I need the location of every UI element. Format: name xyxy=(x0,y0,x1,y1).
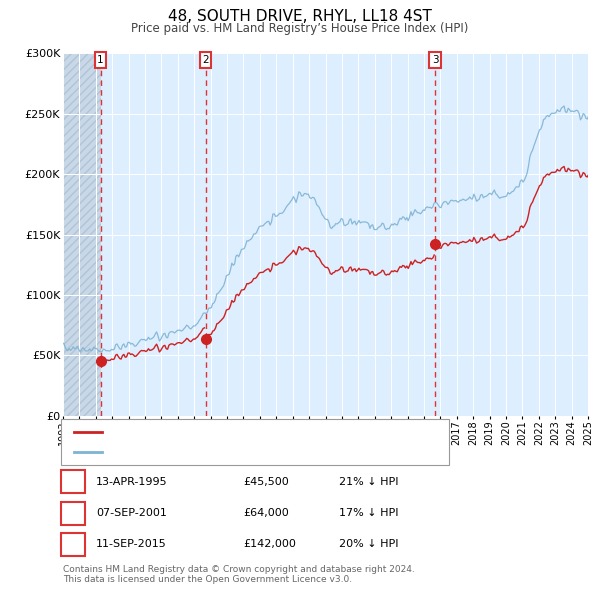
Bar xyxy=(63,53,101,416)
Text: HPI: Average price, detached house, Denbighshire: HPI: Average price, detached house, Denb… xyxy=(106,447,381,457)
Text: 48, SOUTH DRIVE, RHYL, LL18 4ST: 48, SOUTH DRIVE, RHYL, LL18 4ST xyxy=(168,9,432,24)
Text: 48, SOUTH DRIVE, RHYL, LL18 4ST (detached house): 48, SOUTH DRIVE, RHYL, LL18 4ST (detache… xyxy=(106,427,394,437)
Text: 2: 2 xyxy=(202,55,209,65)
Text: £142,000: £142,000 xyxy=(243,539,296,549)
Text: Contains HM Land Registry data © Crown copyright and database right 2024.
This d: Contains HM Land Registry data © Crown c… xyxy=(63,565,415,584)
Text: 2: 2 xyxy=(70,508,76,518)
Text: 1: 1 xyxy=(70,477,76,487)
Text: 21% ↓ HPI: 21% ↓ HPI xyxy=(339,477,398,487)
Text: 3: 3 xyxy=(432,55,439,65)
Text: 11-SEP-2015: 11-SEP-2015 xyxy=(96,539,167,549)
Text: 13-APR-1995: 13-APR-1995 xyxy=(96,477,167,487)
Text: 1: 1 xyxy=(97,55,104,65)
Text: Price paid vs. HM Land Registry’s House Price Index (HPI): Price paid vs. HM Land Registry’s House … xyxy=(131,22,469,35)
Bar xyxy=(63,53,101,416)
Text: £64,000: £64,000 xyxy=(243,508,289,518)
Text: £45,500: £45,500 xyxy=(243,477,289,487)
Text: 20% ↓ HPI: 20% ↓ HPI xyxy=(339,539,398,549)
Text: 17% ↓ HPI: 17% ↓ HPI xyxy=(339,508,398,518)
Text: 07-SEP-2001: 07-SEP-2001 xyxy=(96,508,167,518)
Text: 3: 3 xyxy=(70,539,76,549)
